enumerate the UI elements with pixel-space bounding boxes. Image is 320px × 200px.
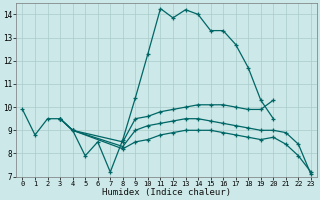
X-axis label: Humidex (Indice chaleur): Humidex (Indice chaleur)	[102, 188, 231, 197]
